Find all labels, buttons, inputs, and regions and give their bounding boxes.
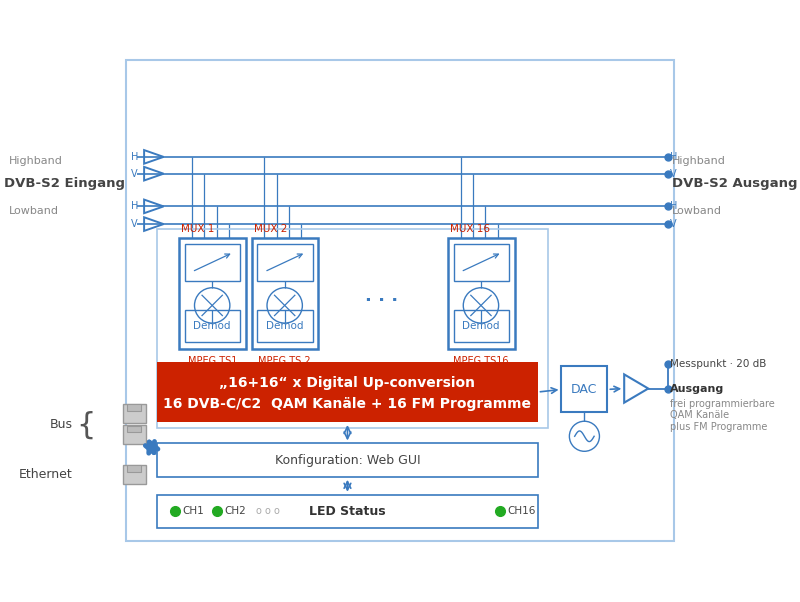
Text: plus FM Programme: plus FM Programme [670, 421, 767, 432]
Bar [127, 465, 142, 471]
Text: Messpunkt · 20 dB: Messpunkt · 20 dB [670, 359, 766, 369]
Bar [185, 244, 241, 281]
Text: Lowband: Lowband [9, 206, 59, 216]
Bar [562, 367, 607, 412]
Text: CH2: CH2 [225, 506, 246, 517]
Bar [158, 229, 548, 428]
Bar [448, 238, 514, 349]
Bar [454, 244, 510, 281]
Bar [123, 465, 146, 484]
Text: LED Status: LED Status [309, 505, 386, 518]
Text: MPEG TS 2: MPEG TS 2 [258, 356, 311, 366]
Text: Demod: Demod [462, 321, 500, 330]
Text: V: V [670, 169, 677, 179]
Text: Highband: Highband [9, 157, 62, 166]
Text: Bus: Bus [50, 418, 73, 431]
Text: CH16: CH16 [507, 506, 536, 517]
Text: DVB-S2 Eingang: DVB-S2 Eingang [3, 177, 125, 190]
Text: MUX 1: MUX 1 [182, 224, 214, 234]
Text: V: V [670, 219, 677, 229]
Text: MPEG TS16: MPEG TS16 [454, 356, 509, 366]
Bar [158, 362, 538, 422]
Bar [454, 310, 510, 342]
Text: {: { [76, 411, 95, 439]
Text: H: H [131, 202, 138, 211]
Text: Demod: Demod [194, 321, 231, 330]
Bar [258, 310, 313, 342]
Text: „16+16“ x Digital Up-conversion: „16+16“ x Digital Up-conversion [219, 376, 475, 390]
Bar [252, 238, 318, 349]
Bar [127, 405, 142, 411]
Text: CH1: CH1 [182, 506, 204, 517]
Bar [123, 403, 146, 423]
Bar [126, 60, 674, 541]
Text: Ethernet: Ethernet [18, 468, 73, 481]
Bar [185, 310, 241, 342]
Text: 16 DVB-C/C2  QAM Kanäle + 16 FM Programme: 16 DVB-C/C2 QAM Kanäle + 16 FM Programme [163, 397, 531, 411]
Text: frei programmierbare: frei programmierbare [670, 399, 775, 409]
Bar [179, 238, 246, 349]
Text: QAM Kanäle: QAM Kanäle [670, 410, 730, 420]
Bar [158, 495, 538, 528]
Text: Highband: Highband [672, 157, 726, 166]
Text: o o o: o o o [256, 506, 280, 517]
Text: Konfiguration: Web GUI: Konfiguration: Web GUI [274, 454, 420, 467]
Text: H: H [670, 152, 678, 162]
Bar [158, 443, 538, 477]
Text: H: H [670, 202, 678, 211]
Bar [123, 425, 146, 444]
Text: V: V [131, 169, 138, 179]
Text: V: V [131, 219, 138, 229]
Text: Ausgang: Ausgang [670, 383, 725, 394]
Text: . . .: . . . [366, 287, 398, 305]
Text: MPEG TS1: MPEG TS1 [187, 356, 237, 366]
Bar [258, 244, 313, 281]
Bar [127, 426, 142, 432]
Text: DAC: DAC [571, 383, 598, 396]
Text: MUX 2: MUX 2 [254, 224, 287, 234]
Text: H: H [131, 152, 138, 162]
Text: DVB-S2 Ausgang: DVB-S2 Ausgang [672, 177, 798, 190]
Text: Demod: Demod [266, 321, 303, 330]
Text: Lowband: Lowband [672, 206, 722, 216]
Text: MUX 16: MUX 16 [450, 224, 490, 234]
